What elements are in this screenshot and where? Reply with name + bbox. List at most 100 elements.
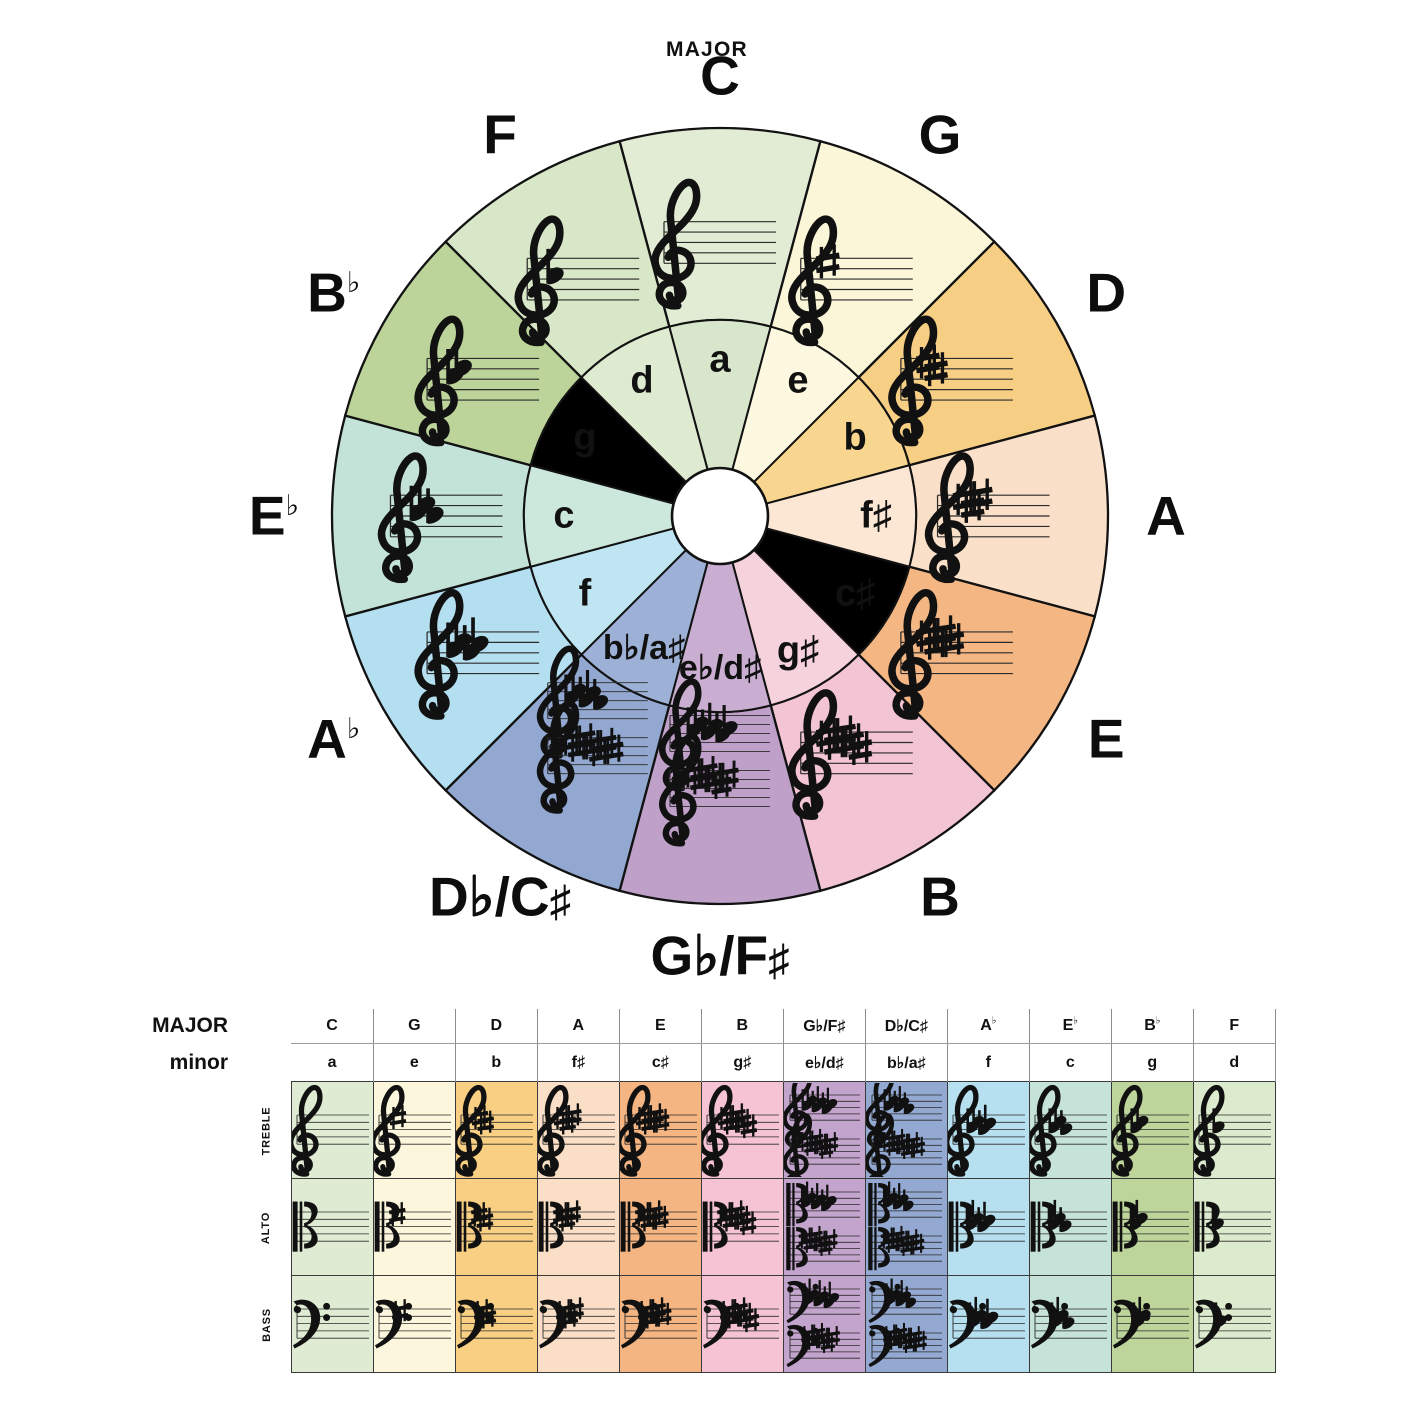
- table-minor-header-1: e: [373, 1043, 456, 1082]
- table-cell-bass-10[interactable]: [1110, 1275, 1194, 1373]
- table-cell-treble-11[interactable]: [1192, 1081, 1276, 1179]
- table-cell-bass-2[interactable]: [454, 1275, 538, 1373]
- table-cell-treble-3[interactable]: [536, 1081, 620, 1179]
- table-cell-alto-2[interactable]: [454, 1178, 538, 1276]
- wheel-staff-4: [888, 588, 1013, 720]
- wheel-major-label-C: C: [700, 44, 740, 107]
- table-cell-alto-7[interactable]: [864, 1178, 948, 1276]
- table-cell-bass-11[interactable]: [1192, 1275, 1276, 1373]
- table-cell-bass-5[interactable]: [700, 1275, 784, 1373]
- table-cell-alto-1[interactable]: [372, 1178, 456, 1276]
- wheel-minor-label-d: d: [630, 359, 654, 402]
- staff-treble-10: [1111, 1084, 1189, 1177]
- table-cell-alto-4[interactable]: [618, 1178, 702, 1276]
- staff-treble-1: [373, 1084, 451, 1177]
- staff-bass-4: [620, 1297, 697, 1349]
- wheel-minor-label-b: b: [843, 416, 867, 459]
- table-cell-alto-11[interactable]: [1192, 1178, 1276, 1276]
- table-major-header-8: A♭: [947, 1009, 1030, 1044]
- staff-bass-6-b: [786, 1322, 860, 1368]
- table-cell-treble-2[interactable]: [454, 1081, 538, 1179]
- table-cell-alto-10[interactable]: [1110, 1178, 1194, 1276]
- table-cell-treble-8[interactable]: [946, 1081, 1030, 1179]
- table-row-label-minor: minor: [169, 1050, 228, 1074]
- table-major-header-10: B♭: [1111, 1009, 1194, 1044]
- circle-of-fifths-wheel: MAJOR minor CGDAEBG♭/F♯D♭/C♯A♭E♭B♭Faebf♯…: [248, 38, 1186, 987]
- staff-alto-10: [1112, 1199, 1189, 1252]
- spacer: [137, 1179, 242, 1276]
- wheel-major-label-GF: G♭/F♯: [650, 924, 790, 987]
- table-cell-alto-3[interactable]: [536, 1178, 620, 1276]
- table-minor-header-0: a: [291, 1043, 374, 1082]
- table-cell-alto-6[interactable]: [782, 1178, 866, 1276]
- table-cell-alto-0[interactable]: [290, 1178, 374, 1276]
- table-cell-treble-5[interactable]: [700, 1081, 784, 1179]
- table-cell-bass-1[interactable]: [372, 1275, 456, 1373]
- table-cell-treble-4[interactable]: [618, 1081, 702, 1179]
- staff-bass-7-b: [868, 1322, 942, 1368]
- table-minor-header-9: c: [1029, 1043, 1112, 1082]
- staff-alto-4: [620, 1200, 697, 1252]
- table-cell-bass-6[interactable]: [782, 1275, 866, 1373]
- staff-bass-11: [1194, 1299, 1271, 1349]
- table-cell-bass-0[interactable]: [290, 1275, 374, 1373]
- staff-alto-6-b: [786, 1225, 860, 1271]
- staff-bass-9: [1030, 1296, 1107, 1349]
- table-cell-bass-8[interactable]: [946, 1275, 1030, 1373]
- table-major-header-0: C: [291, 1009, 374, 1044]
- wheel-hub: [670, 466, 770, 566]
- wheel-minor-label-c: c♯: [835, 572, 876, 615]
- table-major-header-2: D: [455, 1009, 538, 1044]
- staff-alto-7-a: [868, 1181, 942, 1227]
- wheel-minor-label-g: g♯: [776, 629, 820, 672]
- staff-bass-2: [456, 1299, 533, 1349]
- staff-treble-8: [947, 1084, 1025, 1177]
- staff-treble-0: [291, 1084, 369, 1177]
- wheel-major-label-B: B: [920, 865, 960, 928]
- staff-treble-3: [537, 1084, 615, 1177]
- staff-treble-6-b: [783, 1112, 860, 1177]
- staff-bass-8: [948, 1296, 1025, 1349]
- wheel-minor-label-e: e: [787, 359, 809, 402]
- table-cell-treble-0[interactable]: [290, 1081, 374, 1179]
- staff-treble-11: [1193, 1084, 1271, 1177]
- staff-treble-4: [619, 1084, 697, 1177]
- wheel-major-label-D: D: [1086, 261, 1127, 324]
- wheel-staff-11: [514, 215, 640, 347]
- table-cell-alto-9[interactable]: [1028, 1178, 1112, 1276]
- table-cell-treble-10[interactable]: [1110, 1081, 1194, 1179]
- table-cell-treble-6[interactable]: [782, 1081, 866, 1179]
- table-clef-label-bass: BASS: [260, 1308, 273, 1342]
- table-cell-bass-4[interactable]: [618, 1275, 702, 1373]
- wheel-staff-6-b: [658, 733, 770, 847]
- table-cell-bass-3[interactable]: [536, 1275, 620, 1373]
- wheel-staff-7-b: [536, 700, 648, 814]
- wheel-minor-label-f: f: [578, 572, 592, 615]
- table-cell-bass-9[interactable]: [1028, 1275, 1112, 1373]
- table-clef-label-treble: TREBLE: [260, 1106, 273, 1156]
- table-cell-treble-9[interactable]: [1028, 1081, 1112, 1179]
- table-row: BASS: [137, 1275, 1276, 1373]
- wheel-major-label-E: E♭: [248, 484, 300, 547]
- table-major-header-9: E♭: [1029, 1009, 1112, 1044]
- table-minor-header-8: f: [947, 1043, 1030, 1082]
- wheel-minor-label-f: f♯: [860, 494, 892, 537]
- wheel-major-label-A: A♭: [307, 707, 361, 770]
- staff-treble-6-a: [783, 1083, 860, 1149]
- table-minor-header-6: e♭/d♯: [783, 1043, 866, 1082]
- table-clef-label-alto: ALTO: [260, 1211, 273, 1245]
- staff-treble-7-b: [865, 1112, 942, 1177]
- table-cell-treble-7[interactable]: [864, 1081, 948, 1179]
- table-cell-bass-7[interactable]: [864, 1275, 948, 1373]
- table-cell-alto-8[interactable]: [946, 1178, 1030, 1276]
- table-minor-header-4: c♯: [619, 1043, 702, 1082]
- wheel-staff-8: [414, 588, 540, 720]
- table-cell-treble-1[interactable]: [372, 1081, 456, 1179]
- wheel-minor-label-ed: e♭/d♯: [678, 649, 762, 687]
- staff-bass-7-a: [868, 1278, 942, 1324]
- wheel-minor-label-ba: b♭/a♯: [602, 628, 686, 667]
- wheel-major-label-G: G: [918, 103, 962, 166]
- table-cell-alto-5[interactable]: [700, 1178, 784, 1276]
- staff-bass-6-a: [786, 1278, 860, 1324]
